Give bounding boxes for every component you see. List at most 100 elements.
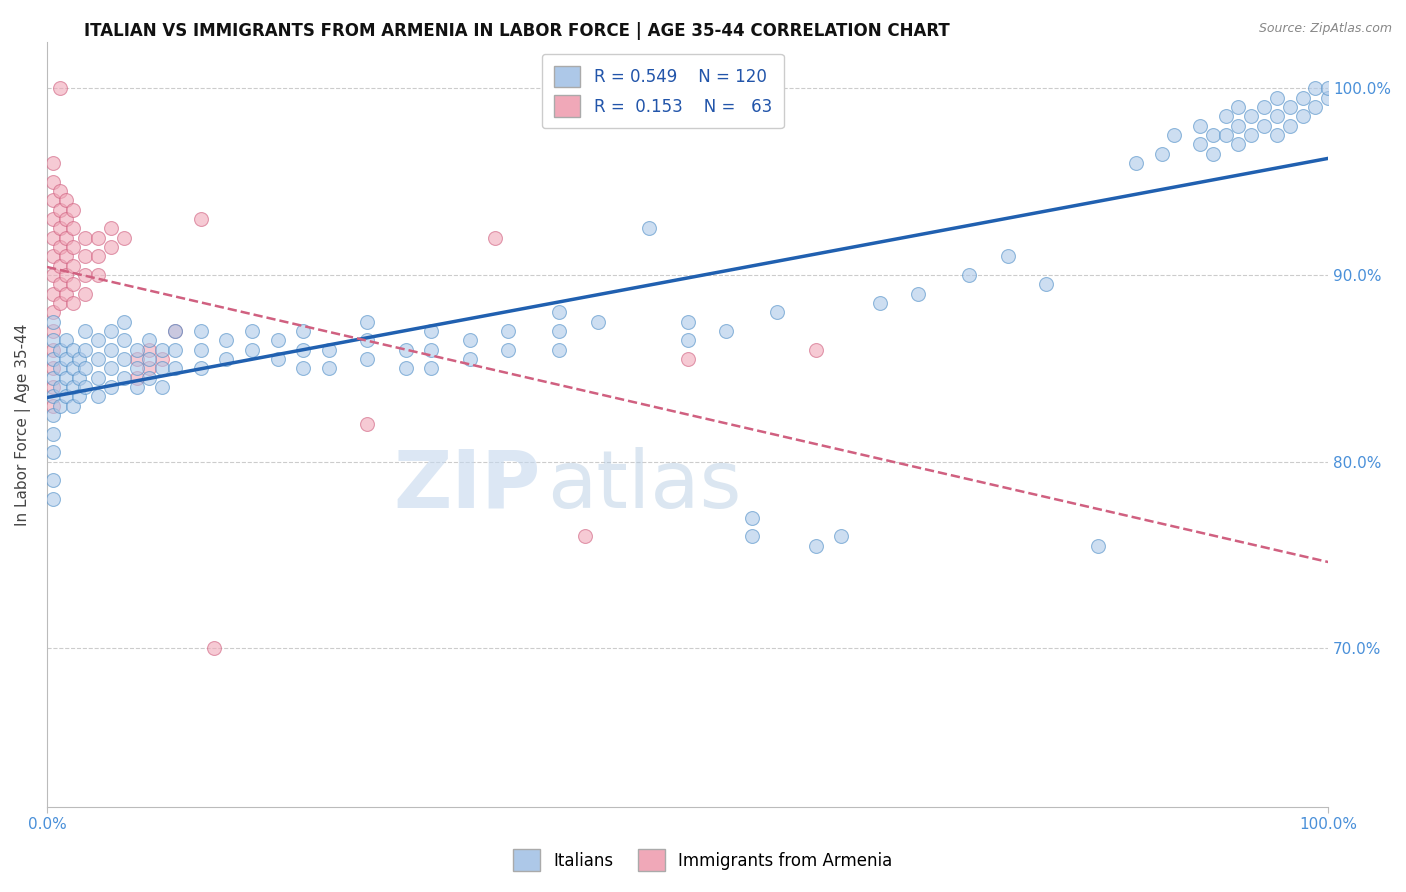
Point (150, 343, 173, 357)
Point (75, 249, 97, 263)
Point (42, 380, 65, 394)
Point (42, 305, 65, 319)
Point (62, 399, 84, 413)
Point (49, 202, 72, 217)
Point (150, 352, 173, 367)
Point (42, 212, 65, 227)
Point (496, 324, 519, 338)
Point (766, 305, 789, 319)
Point (458, 352, 481, 367)
Text: ITALIAN VS IMMIGRANTS FROM ARMENIA IN LABOR FORCE | AGE 35-44 CORRELATION CHART: ITALIAN VS IMMIGRANTS FROM ARMENIA IN LA… (84, 22, 950, 40)
Point (484, 231, 506, 245)
Point (190, 212, 212, 227)
Point (1278, 119, 1301, 133)
Point (67, 389, 90, 403)
Point (55, 370, 77, 384)
Point (1189, 119, 1212, 133)
Text: atlas: atlas (547, 447, 741, 524)
Text: ZIP: ZIP (392, 447, 540, 524)
Point (292, 361, 315, 376)
Point (1035, 277, 1057, 292)
Point (42, 343, 65, 357)
Point (42, 286, 65, 301)
Point (190, 324, 212, 338)
Point (741, 529, 763, 543)
Point (1305, 81, 1327, 95)
Point (138, 370, 160, 384)
Point (1240, 110, 1263, 124)
Point (676, 334, 699, 348)
Point (87, 352, 110, 367)
Point (42, 268, 65, 282)
Point (548, 343, 571, 357)
Point (42, 156, 65, 170)
Point (125, 343, 148, 357)
Point (67, 352, 90, 367)
Point (55, 268, 77, 282)
Point (804, 539, 827, 553)
Point (1215, 128, 1237, 142)
Point (75, 286, 97, 301)
Point (548, 324, 571, 338)
Point (1202, 146, 1225, 161)
Point (42, 194, 65, 208)
Point (356, 352, 378, 367)
Point (49, 221, 72, 235)
Point (55, 389, 77, 403)
Point (100, 240, 122, 254)
Point (574, 529, 596, 543)
Point (318, 361, 340, 376)
Point (190, 361, 212, 376)
Point (42, 361, 65, 376)
Point (55, 212, 77, 227)
Point (292, 343, 315, 357)
Point (49, 399, 72, 413)
Point (42, 408, 65, 422)
Point (112, 352, 135, 367)
Point (125, 352, 148, 367)
Point (42, 231, 65, 245)
Point (138, 352, 160, 367)
Point (87, 389, 110, 403)
Point (714, 324, 737, 338)
Point (420, 343, 443, 357)
Point (1291, 91, 1313, 105)
Point (125, 370, 148, 384)
Point (62, 361, 84, 376)
Point (1317, 91, 1340, 105)
Point (62, 202, 84, 217)
Point (100, 380, 122, 394)
Point (75, 324, 97, 338)
Point (165, 324, 187, 338)
Point (240, 324, 263, 338)
Point (42, 426, 65, 441)
Point (75, 231, 97, 245)
Point (1265, 128, 1288, 142)
Point (1317, 81, 1340, 95)
Point (395, 343, 418, 357)
Point (741, 510, 763, 524)
Point (42, 389, 65, 403)
Point (804, 343, 827, 357)
Point (100, 361, 122, 376)
Point (138, 343, 160, 357)
Point (62, 296, 84, 310)
Point (997, 249, 1019, 263)
Point (112, 315, 135, 329)
Point (100, 324, 122, 338)
Point (87, 231, 110, 245)
Point (42, 445, 65, 459)
Point (215, 352, 238, 367)
Point (356, 315, 378, 329)
Point (67, 370, 90, 384)
Point (150, 380, 173, 394)
Point (165, 361, 187, 376)
Point (49, 380, 72, 394)
Point (1227, 119, 1250, 133)
Point (1150, 146, 1173, 161)
Point (356, 417, 378, 432)
Point (165, 324, 187, 338)
Point (75, 380, 97, 394)
Point (62, 221, 84, 235)
Point (150, 361, 173, 376)
